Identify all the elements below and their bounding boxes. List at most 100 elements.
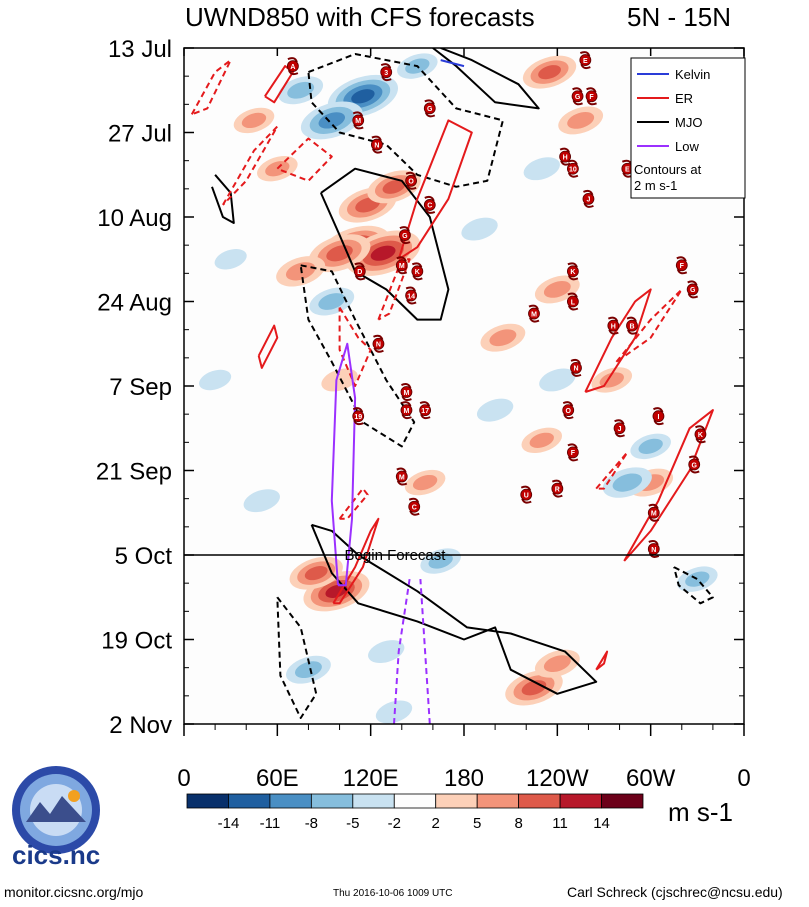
anomaly-blob bbox=[318, 112, 346, 129]
colorbar-label: -8 bbox=[305, 815, 318, 832]
anomaly-blob bbox=[476, 398, 514, 422]
x-tick-label: 0 bbox=[737, 765, 750, 792]
storm-dot bbox=[405, 174, 418, 187]
er-contour bbox=[257, 324, 279, 369]
storm-dot bbox=[694, 428, 707, 441]
storm-label: C bbox=[412, 505, 417, 512]
colorbar-label: -2 bbox=[388, 815, 401, 832]
storm-dot bbox=[675, 259, 688, 272]
colorbar: -14 -11 -8 -5 -2 2 5 8 11 14 bbox=[186, 793, 644, 832]
storm-dot bbox=[419, 404, 432, 417]
storm-dot bbox=[411, 265, 424, 278]
anomaly-blob bbox=[368, 640, 405, 664]
storm-icon bbox=[648, 539, 660, 558]
storm-marker: K bbox=[566, 262, 579, 281]
storm-dot bbox=[286, 60, 299, 73]
legend-note-1: Contours at bbox=[634, 162, 702, 177]
chart-title: UWND850 with CFS forecasts bbox=[185, 2, 535, 32]
colorbar-label: 11 bbox=[552, 815, 568, 832]
storm-dot bbox=[647, 506, 660, 519]
anomaly-blob bbox=[382, 179, 406, 194]
storm-label: G bbox=[427, 106, 433, 113]
colorbar-label: -14 bbox=[218, 815, 240, 832]
anomaly-blob bbox=[243, 489, 280, 513]
storm-icon bbox=[352, 111, 364, 130]
storm-label: 17 bbox=[421, 408, 429, 415]
y-tick-label: 27 Jul bbox=[108, 121, 172, 148]
storm-label: 19 bbox=[354, 414, 362, 421]
storm-label: G bbox=[402, 233, 408, 240]
colorbar-label: -5 bbox=[346, 815, 359, 832]
mjo-contour bbox=[673, 566, 714, 605]
anomaly-blob bbox=[241, 112, 267, 129]
storm-icon bbox=[567, 443, 579, 462]
colorbar-label: 14 bbox=[593, 815, 610, 832]
storm-marker: K bbox=[694, 425, 707, 444]
colorbar-segment bbox=[186, 793, 229, 809]
storm-icon bbox=[626, 316, 638, 335]
storm-label: M bbox=[651, 511, 657, 518]
storm-icon bbox=[607, 316, 619, 335]
anomaly-blob bbox=[412, 474, 438, 491]
storm-icon bbox=[396, 256, 408, 275]
colorbar-label: 2 bbox=[432, 815, 440, 832]
storm-label: H bbox=[563, 154, 568, 161]
storm-dot bbox=[528, 307, 540, 320]
er-contour bbox=[222, 125, 279, 206]
storm-marker: F bbox=[675, 256, 688, 275]
anomaly-blob bbox=[539, 368, 576, 392]
storm-label: A bbox=[290, 64, 295, 71]
storm-dot bbox=[607, 319, 620, 332]
storm-marker: D bbox=[353, 262, 366, 281]
storm-icon bbox=[401, 383, 412, 402]
y-tick-label: 10 Aug bbox=[97, 205, 172, 232]
x-tick-label: 180 bbox=[444, 765, 484, 792]
storm-marker: B bbox=[626, 316, 638, 335]
storm-icon bbox=[567, 262, 579, 281]
storm-icon bbox=[676, 256, 688, 275]
storm-label: I bbox=[657, 414, 659, 421]
storm-marker: G bbox=[423, 99, 436, 118]
storm-label: 14 bbox=[407, 293, 415, 300]
low-contour bbox=[393, 578, 411, 724]
er-contour bbox=[338, 487, 369, 520]
storm-label: M bbox=[531, 311, 537, 318]
storm-label: B bbox=[629, 323, 634, 330]
footer-url[interactable]: monitor.cicsnc.org/mjo bbox=[4, 884, 144, 900]
anomaly-blob bbox=[529, 432, 554, 448]
storm-label: O bbox=[408, 179, 414, 186]
storm-icon bbox=[653, 407, 664, 426]
storm-icon bbox=[419, 401, 431, 420]
storm-dot bbox=[352, 114, 365, 127]
storm-dot bbox=[559, 150, 572, 163]
x-tick-label: 0 bbox=[177, 765, 190, 792]
storm-marker: 14 bbox=[405, 286, 418, 305]
storm-marker: 3 bbox=[380, 63, 393, 82]
storm-marker: 17 bbox=[419, 401, 432, 420]
y-tick-label: 19 Oct bbox=[101, 628, 172, 655]
storm-marker: H bbox=[559, 147, 572, 166]
storm-icon bbox=[583, 189, 594, 208]
storm-marker: U bbox=[520, 485, 533, 504]
storm-label: F bbox=[571, 450, 576, 457]
storm-icon bbox=[648, 503, 660, 522]
storm-dot bbox=[400, 386, 413, 398]
storm-marker: G bbox=[398, 226, 411, 245]
mjo-contour bbox=[276, 596, 318, 719]
storm-icon bbox=[551, 479, 563, 498]
colorbar-label: 5 bbox=[473, 815, 481, 832]
storm-dot bbox=[352, 410, 365, 423]
storm-dot bbox=[405, 289, 418, 302]
er-contour bbox=[264, 65, 294, 104]
mjo-contour bbox=[307, 53, 504, 188]
storm-label: K bbox=[415, 269, 420, 276]
colorbar-segment bbox=[435, 793, 478, 809]
storm-dot bbox=[613, 422, 626, 435]
storm-icon bbox=[411, 262, 423, 281]
storm-icon bbox=[614, 419, 625, 438]
storm-label: E bbox=[583, 58, 588, 65]
colorbar-segment bbox=[310, 793, 354, 809]
storm-dot bbox=[566, 295, 579, 308]
